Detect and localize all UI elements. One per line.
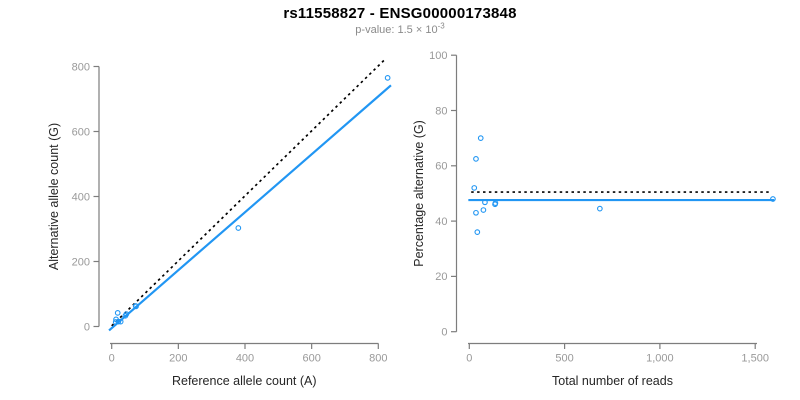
data-point	[117, 318, 124, 325]
x-tick-label: 600	[302, 353, 320, 365]
y-tick-label: 800	[72, 61, 90, 73]
p-value-base: 1.5 × 10	[397, 24, 438, 36]
x-axis-title: Total number of reads	[552, 374, 673, 388]
y-tick-label: 400	[72, 191, 90, 203]
x-tick-label: 200	[169, 353, 187, 365]
y-tick-label: 20	[435, 271, 447, 283]
data-point	[473, 209, 479, 216]
identity-line	[111, 58, 386, 327]
data-point	[492, 200, 499, 206]
data-point	[114, 310, 121, 316]
p-value-prefix: p-value:	[355, 24, 398, 36]
x-tick-label: 500	[555, 353, 573, 365]
chart-title: rs11558827 - ENSG00000173848	[283, 5, 517, 22]
y-tick-label: 0	[84, 321, 90, 333]
data-point	[115, 318, 122, 325]
y-tick-label: 0	[441, 327, 447, 339]
x-tick-label: 0	[466, 353, 472, 365]
data-point	[123, 311, 130, 318]
x-tick-label: 0	[109, 353, 115, 365]
y-tick-label: 200	[72, 256, 90, 268]
y-tick-label: 100	[429, 50, 447, 62]
x-axis-title: Reference allele count (A)	[172, 374, 317, 388]
data-point	[384, 75, 391, 81]
data-point	[235, 225, 242, 231]
y-tick-label: 40	[435, 216, 447, 228]
y-axis-title: Percentage alternative (G)	[412, 120, 426, 267]
data-point	[597, 205, 603, 212]
fit-line	[108, 84, 392, 332]
y-tick-label: 60	[435, 161, 447, 173]
y-tick-label: 600	[72, 126, 90, 138]
x-tick-label: 800	[369, 353, 387, 365]
p-value-subtitle: p-value: 1.5 × 10-3	[0, 21, 800, 36]
data-point	[770, 196, 776, 202]
left-scatter-plot: 0 200 400 600 800 0 200 400 600 800 Reference alle…	[47, 58, 392, 388]
data-point	[133, 303, 139, 310]
data-point	[477, 135, 484, 141]
data-point	[482, 199, 488, 206]
data-point	[474, 229, 481, 236]
right-scatter-plot: 0 20 40 60 80 100 0 500 1,000 1,500 Total number o…	[412, 50, 776, 388]
data-point	[471, 185, 478, 191]
x-tick-label: 400	[236, 353, 254, 365]
p-value-exponent: -3	[437, 21, 445, 31]
x-tick-label: 1,000	[646, 353, 674, 365]
data-point	[480, 207, 487, 213]
y-axis-title: Alternative allele count (G)	[47, 123, 61, 270]
data-point	[473, 156, 479, 162]
y-tick-label: 80	[435, 105, 447, 117]
x-tick-label: 1,500	[741, 353, 769, 365]
